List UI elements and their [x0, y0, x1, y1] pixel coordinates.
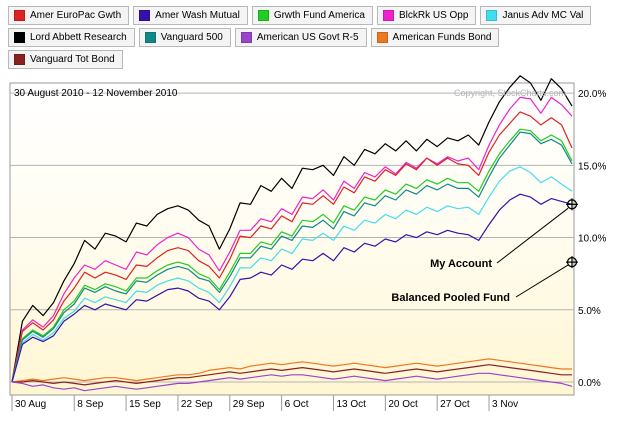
date-range-label: 30 August 2010 - 12 November 2010 — [14, 88, 178, 99]
legend-swatch — [382, 10, 394, 21]
legend-item[interactable]: Lord Abbett Research — [8, 28, 135, 47]
legend-item[interactable]: American Funds Bond — [370, 28, 500, 47]
y-tick-label: 10.0% — [578, 234, 606, 245]
annotation-leader — [496, 207, 569, 264]
legend-swatch — [14, 54, 25, 65]
legend-row: Vanguard Tot Bond — [8, 50, 620, 69]
my-account-label: My Account — [430, 258, 492, 270]
legend-label: Amer EuroPac Gwth — [30, 10, 122, 21]
x-tick-label: 27 Oct — [440, 399, 470, 410]
series-line — [11, 111, 573, 383]
balanced-pooled-fund-label: Balanced Pooled Fund — [391, 292, 510, 304]
legend-item[interactable]: Vanguard 500 — [138, 28, 231, 47]
x-tick-label: 22 Sep — [181, 399, 213, 410]
legend-swatch — [14, 32, 25, 43]
legend-label: American Funds Bond — [392, 32, 492, 43]
chart-legend: Amer EuroPac Gwth Amer Wash Mutual Grwth F… — [8, 6, 620, 72]
legend-row: Amer EuroPac Gwth Amer Wash Mutual Grwth F… — [8, 6, 620, 25]
series-line — [12, 364, 572, 386]
series-line — [11, 96, 573, 383]
legend-item[interactable]: Amer Wash Mutual — [133, 6, 248, 25]
x-tick-label: 3 Nov — [492, 399, 518, 410]
legend-label: American US Govt R-5 — [256, 32, 359, 43]
x-tick-label: 8 Sep — [77, 399, 104, 410]
legend-label: Lord Abbett Research — [30, 32, 127, 43]
annotation-leader — [515, 264, 569, 298]
y-tick-label: 5.0% — [578, 306, 601, 317]
legend-label: Vanguard 500 — [160, 32, 223, 43]
legend-label: Janus Adv MC Val — [502, 10, 584, 21]
legend-item[interactable]: Amer EuroPac Gwth — [8, 6, 130, 25]
x-tick-label: 13 Oct — [336, 399, 366, 410]
legend-label: Grwth Fund America — [273, 10, 365, 21]
legend-item[interactable]: Vanguard Tot Bond — [8, 50, 123, 69]
legend-swatch — [257, 10, 269, 21]
y-tick-label: 15.0% — [578, 161, 606, 172]
legend-swatch — [376, 32, 388, 43]
x-tick-label: 29 Sep — [233, 399, 265, 410]
legend-label: Amer Wash Mutual — [155, 10, 240, 21]
legend-item[interactable]: Grwth Fund America — [251, 6, 373, 25]
legend-label: BlckRk US Opp — [398, 10, 469, 21]
legend-swatch — [144, 32, 156, 43]
legend-swatch — [14, 10, 25, 21]
legend-item[interactable]: BlckRk US Opp — [376, 6, 477, 25]
series-line — [11, 193, 573, 383]
y-tick-label: 0.0% — [578, 378, 601, 389]
y-tick-label: 20.0% — [578, 89, 606, 100]
legend-swatch — [486, 10, 498, 21]
x-tick-label: 15 Sep — [129, 399, 161, 410]
copyright-label: Copyright, StockCharts.com — [454, 88, 566, 98]
series-line — [11, 372, 573, 392]
x-tick-label: 6 Oct — [285, 399, 309, 410]
plot-area — [9, 82, 575, 396]
legend-swatch — [240, 32, 252, 43]
legend-item[interactable]: Janus Adv MC Val — [480, 6, 592, 25]
series-line — [11, 358, 572, 383]
series-line — [11, 166, 573, 383]
legend-label: Vanguard Tot Bond — [30, 54, 115, 65]
x-tick-label: 20 Oct — [388, 399, 418, 410]
legend-row: Lord Abbett Research Vanguard 500 American… — [8, 28, 620, 47]
series-line — [11, 131, 573, 383]
x-tick-label: 30 Aug — [15, 399, 46, 410]
series-line — [11, 75, 573, 383]
legend-swatch — [139, 10, 151, 21]
legend-item[interactable]: American US Govt R-5 — [234, 28, 367, 47]
series-line — [11, 128, 573, 383]
